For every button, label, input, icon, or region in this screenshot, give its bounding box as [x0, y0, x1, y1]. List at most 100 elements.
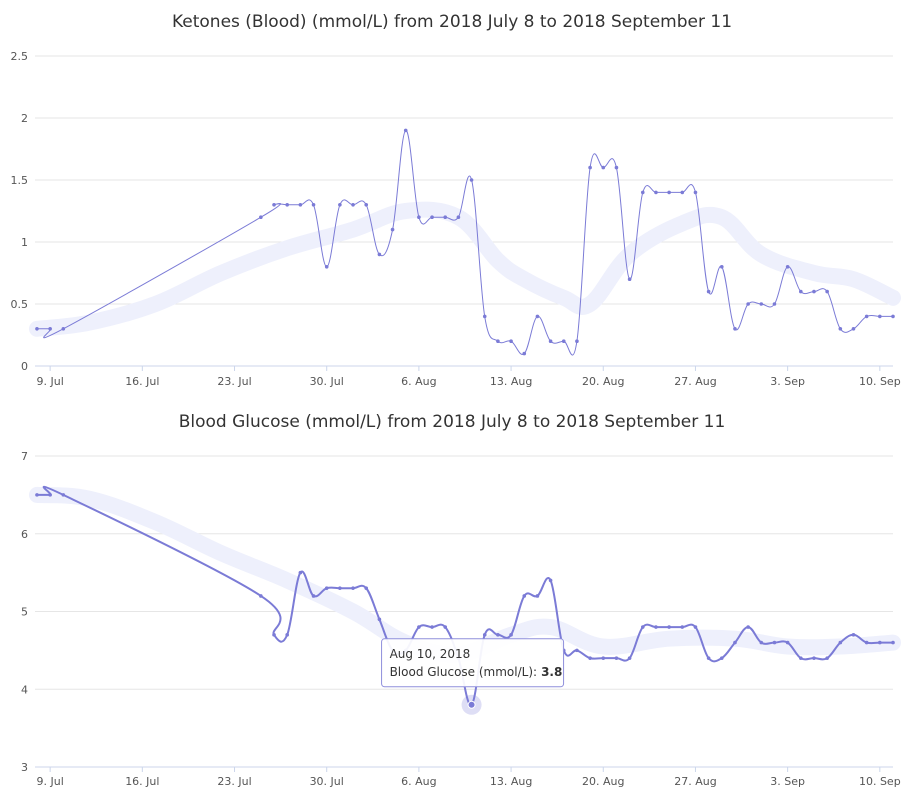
- data-point[interactable]: [680, 190, 685, 195]
- data-point[interactable]: [535, 314, 540, 319]
- data-point[interactable]: [838, 327, 843, 331]
- data-point[interactable]: [298, 203, 303, 207]
- data-point[interactable]: [259, 594, 263, 598]
- data-point[interactable]: [48, 327, 52, 331]
- data-point[interactable]: [496, 633, 500, 637]
- data-point[interactable]: [575, 339, 579, 344]
- data-point[interactable]: [878, 640, 882, 645]
- data-point[interactable]: [825, 656, 829, 660]
- data-point[interactable]: [891, 314, 895, 319]
- data-point[interactable]: [456, 215, 461, 219]
- data-point[interactable]: [864, 640, 869, 645]
- data-point[interactable]: [693, 190, 698, 195]
- data-point[interactable]: [377, 617, 382, 622]
- data-point[interactable]: [417, 625, 421, 629]
- data-point[interactable]: [785, 265, 790, 269]
- data-point[interactable]: [272, 203, 276, 207]
- data-point[interactable]: [338, 203, 342, 207]
- data-point[interactable]: [311, 203, 316, 207]
- data-point[interactable]: [417, 215, 421, 219]
- data-point[interactable]: [509, 633, 513, 637]
- data-point[interactable]: [443, 625, 448, 629]
- data-point[interactable]: [654, 190, 658, 195]
- data-point[interactable]: [601, 165, 606, 170]
- data-point[interactable]: [403, 128, 408, 133]
- data-point[interactable]: [561, 339, 566, 344]
- data-point[interactable]: [799, 656, 803, 660]
- data-point[interactable]: [680, 625, 685, 629]
- data-point[interactable]: [654, 625, 658, 629]
- data-point[interactable]: [285, 633, 289, 637]
- data-point[interactable]: [838, 640, 843, 645]
- data-point[interactable]: [364, 586, 369, 590]
- data-point[interactable]: [364, 203, 369, 207]
- data-point[interactable]: [614, 656, 619, 660]
- data-point[interactable]: [627, 656, 632, 660]
- data-point[interactable]: [759, 640, 764, 645]
- data-point[interactable]: [338, 586, 342, 590]
- data-point[interactable]: [719, 265, 724, 269]
- data-point[interactable]: [535, 594, 540, 598]
- data-point[interactable]: [311, 594, 316, 598]
- data-point[interactable]: [667, 625, 671, 629]
- data-point[interactable]: [509, 339, 513, 344]
- data-point[interactable]: [324, 586, 329, 590]
- tooltip-point-marker[interactable]: [467, 700, 476, 709]
- data-point[interactable]: [61, 493, 66, 497]
- glucose-series[interactable]: [35, 485, 895, 707]
- data-point[interactable]: [377, 252, 382, 257]
- data-point[interactable]: [48, 493, 52, 497]
- data-point[interactable]: [35, 327, 39, 331]
- data-point[interactable]: [851, 633, 856, 637]
- data-point[interactable]: [733, 327, 737, 331]
- data-point[interactable]: [259, 215, 263, 219]
- data-point[interactable]: [61, 327, 66, 331]
- data-point[interactable]: [469, 178, 474, 182]
- data-point[interactable]: [601, 656, 606, 660]
- data-point[interactable]: [719, 656, 724, 660]
- data-point[interactable]: [851, 327, 856, 331]
- data-point[interactable]: [825, 289, 829, 294]
- data-point[interactable]: [482, 633, 487, 637]
- data-point[interactable]: [812, 656, 816, 660]
- data-point[interactable]: [588, 165, 592, 170]
- data-point[interactable]: [733, 640, 737, 645]
- data-point[interactable]: [522, 351, 527, 356]
- data-point[interactable]: [667, 190, 671, 195]
- data-point[interactable]: [298, 570, 303, 575]
- data-point[interactable]: [759, 302, 764, 306]
- data-point[interactable]: [891, 640, 895, 645]
- ketones-series[interactable]: [35, 128, 895, 356]
- data-point[interactable]: [390, 227, 395, 232]
- data-point[interactable]: [324, 265, 329, 269]
- data-point[interactable]: [482, 314, 487, 319]
- data-point[interactable]: [772, 640, 777, 645]
- data-point[interactable]: [812, 289, 816, 294]
- data-point[interactable]: [522, 594, 527, 598]
- data-point[interactable]: [706, 656, 711, 660]
- data-point[interactable]: [548, 339, 553, 344]
- data-point[interactable]: [575, 648, 579, 653]
- data-point[interactable]: [285, 203, 289, 207]
- data-point[interactable]: [785, 640, 790, 645]
- data-point[interactable]: [772, 302, 777, 306]
- data-point[interactable]: [430, 215, 434, 219]
- data-point[interactable]: [496, 339, 500, 344]
- data-point[interactable]: [588, 656, 592, 660]
- data-point[interactable]: [35, 493, 39, 497]
- data-point[interactable]: [351, 203, 355, 207]
- data-point[interactable]: [693, 625, 698, 629]
- data-point[interactable]: [351, 586, 355, 590]
- data-point[interactable]: [746, 625, 750, 629]
- data-point[interactable]: [430, 625, 434, 629]
- data-point[interactable]: [272, 633, 276, 637]
- data-point[interactable]: [614, 165, 619, 170]
- data-point[interactable]: [746, 302, 750, 306]
- data-point[interactable]: [443, 215, 448, 219]
- data-point[interactable]: [640, 625, 645, 629]
- data-point[interactable]: [548, 578, 553, 583]
- data-point[interactable]: [864, 314, 869, 319]
- data-point[interactable]: [706, 289, 711, 294]
- data-point[interactable]: [799, 289, 803, 294]
- data-point[interactable]: [627, 277, 632, 282]
